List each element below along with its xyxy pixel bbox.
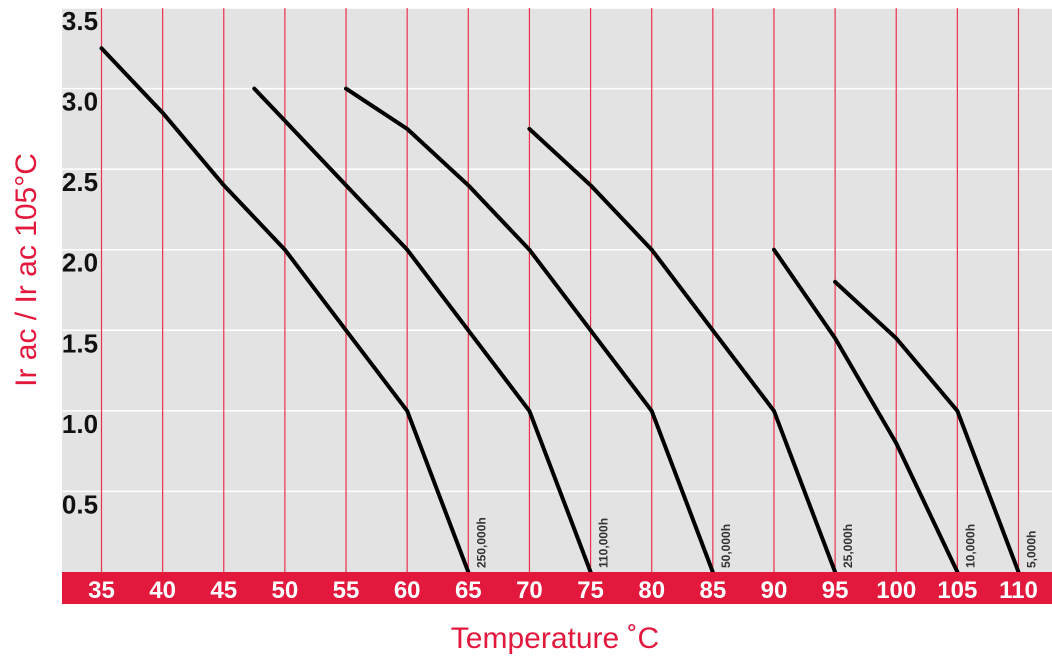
x-tick-55: 55 [333, 577, 360, 604]
x-tick-90: 90 [761, 577, 788, 604]
x-tick-45: 45 [210, 577, 237, 604]
y-tick-2-5: 2.5 [62, 167, 98, 197]
series-line-250-000h [99, 46, 471, 574]
x-tick-40: 40 [149, 577, 176, 604]
series-line-25-000h [527, 126, 838, 574]
x-tick-65: 65 [455, 577, 482, 604]
y-tick-labels: 0.5 1.0 1.5 2.0 2.5 3.0 3.5 [62, 6, 98, 519]
y-axis-title: Ir ac / Ir ac 105°C [10, 153, 43, 387]
x-tick-105: 105 [937, 577, 977, 604]
y-tick-3-0: 3.0 [62, 87, 98, 117]
x-tick-75: 75 [577, 577, 604, 604]
y-tick-2-0: 2.0 [62, 248, 98, 278]
x-tick-95: 95 [822, 577, 849, 604]
curve-label-25-000h: 25,000h [841, 524, 855, 568]
y-tick-0-5: 0.5 [62, 489, 98, 519]
curve-labels: 250,000h 110,000h 50,000h 25,000h 10,000h 5,0… [474, 517, 1038, 568]
curve-label-10-000h: 10,000h [963, 524, 977, 568]
y-tick-1-0: 1.0 [62, 409, 98, 439]
x-tick-50: 50 [272, 577, 299, 604]
x-tick-labels: 35 40 45 50 55 60 65 70 75 80 85 90 95 100 105 110 [88, 577, 1038, 604]
grid [62, 7, 1052, 572]
x-tick-110: 110 [999, 577, 1038, 604]
series-line-5-000h [833, 279, 1021, 574]
x-tick-100: 100 [876, 577, 916, 604]
y-tick-1-5: 1.5 [62, 328, 98, 358]
x-tick-35: 35 [88, 577, 115, 604]
x-axis-title: Temperature ˚C [451, 622, 659, 655]
x-tick-70: 70 [516, 577, 543, 604]
series-line-10-000h [772, 247, 960, 574]
curve-label-250-000h: 250,000h [474, 517, 488, 568]
curve-label-50-000h: 50,000h [719, 524, 733, 568]
x-tick-85: 85 [699, 577, 726, 604]
x-axis-band [62, 572, 1052, 604]
curve-label-110-000h: 110,000h [597, 518, 611, 568]
series-lines [99, 46, 1021, 574]
x-tick-60: 60 [394, 577, 421, 604]
x-tick-80: 80 [638, 577, 665, 604]
series-line-110-000h [252, 86, 593, 574]
curve-label-5-000h: 5,000h [1025, 531, 1039, 568]
series-line-50-000h [344, 86, 715, 574]
y-tick-3-5: 3.5 [62, 6, 98, 36]
